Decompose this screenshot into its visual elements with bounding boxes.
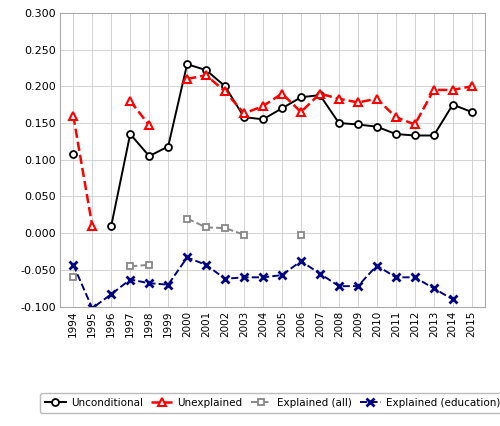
Legend: Unconditional, Unexplained, Explained (all), Explained (education): Unconditional, Unexplained, Explained (a… [40,393,500,413]
